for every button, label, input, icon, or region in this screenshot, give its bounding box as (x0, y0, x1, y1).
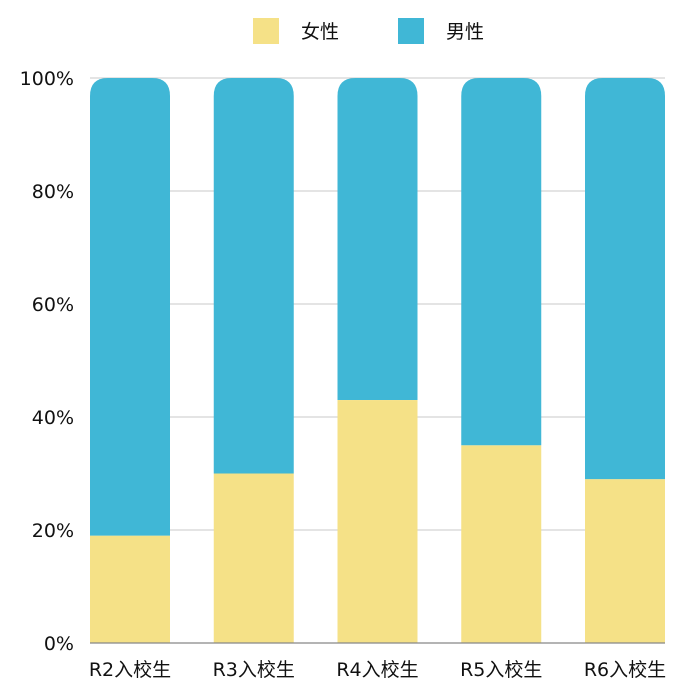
legend: 女性 男性 (253, 18, 484, 44)
legend-label-female: 女性 (301, 21, 339, 43)
legend-label-male: 男性 (446, 21, 484, 43)
y-tick-label: 20% (32, 520, 74, 542)
bar-segment-female (213, 473, 294, 643)
x-category-label: R5入校生 (460, 659, 542, 681)
x-category-label: R6入校生 (584, 659, 666, 681)
bar-segment-male (461, 78, 542, 446)
bar-segment-male (337, 78, 418, 401)
bar-segment-female (461, 445, 542, 643)
y-axis-tick-labels: 0% 20% 40% 60% 80% 100% (20, 68, 74, 655)
y-tick-label: 100% (20, 68, 74, 90)
bars (90, 78, 665, 643)
y-tick-label: 0% (44, 633, 74, 655)
bar-segment-female (337, 400, 418, 643)
legend-swatch-male (398, 18, 424, 44)
x-category-label: R4入校生 (336, 659, 418, 681)
bar-segment-male (90, 78, 170, 536)
y-tick-label: 80% (32, 181, 74, 203)
bar-segment-male (213, 78, 294, 474)
bar-segment-female (585, 479, 665, 643)
y-tick-label: 60% (32, 294, 74, 316)
bar-segment-female (90, 535, 170, 643)
x-axis: R2入校生 R3入校生 R4入校生 R5入校生 R6入校生 (89, 642, 666, 681)
legend-swatch-female (253, 18, 279, 44)
x-category-label: R2入校生 (89, 659, 171, 681)
x-category-label: R3入校生 (213, 659, 295, 681)
bar-segment-male (585, 78, 665, 480)
y-tick-label: 40% (32, 407, 74, 429)
